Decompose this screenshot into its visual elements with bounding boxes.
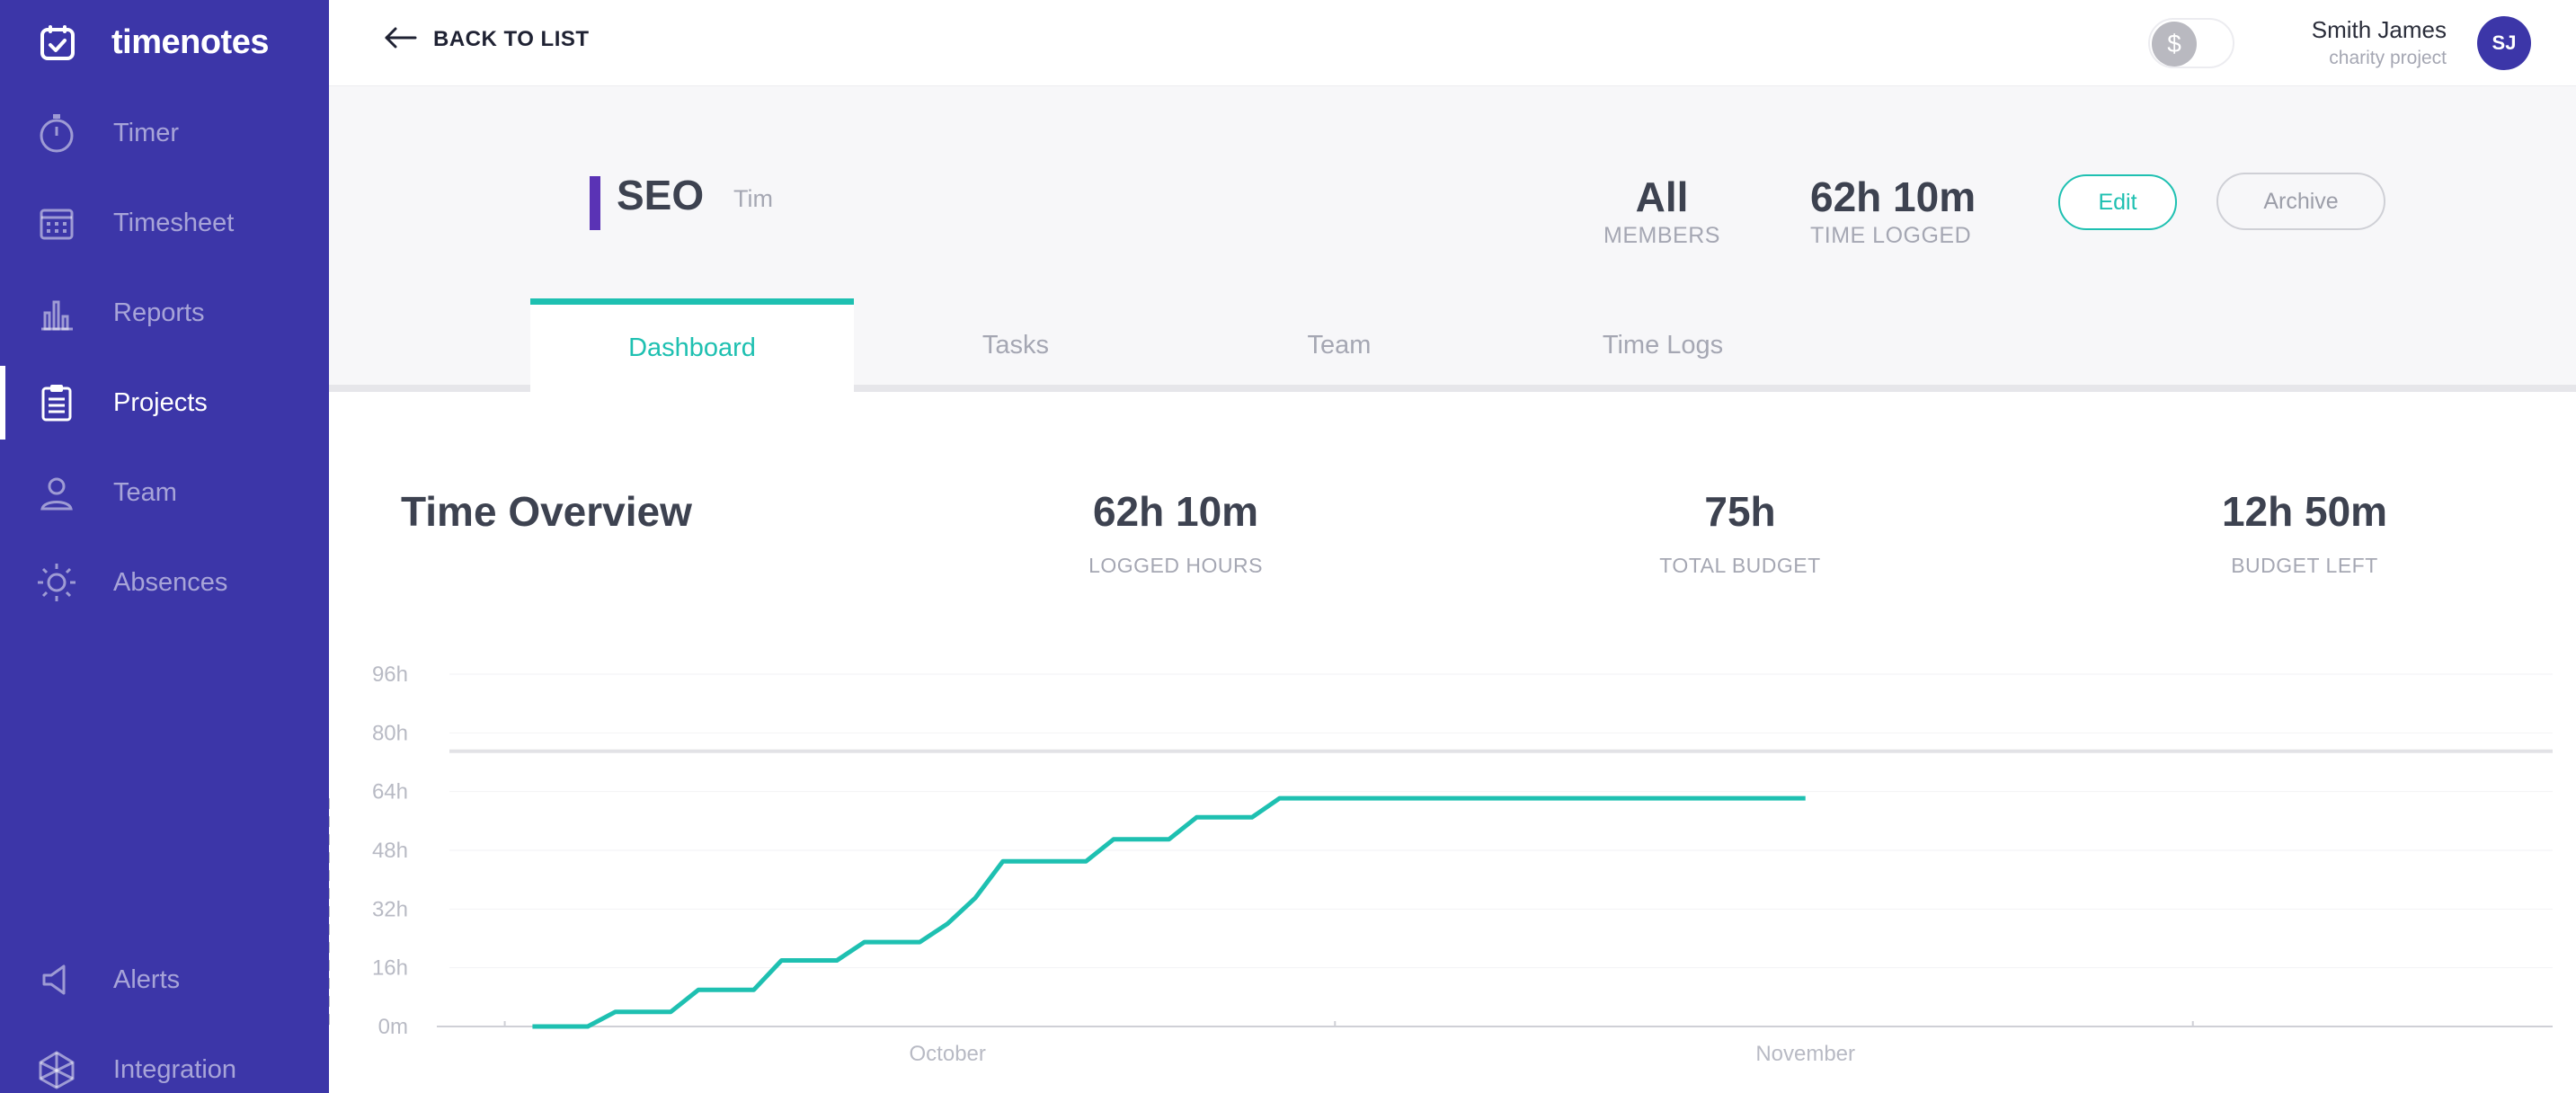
budget-left-value: 12h 50m [2221, 488, 2388, 535]
y-tick-label: 64h [372, 780, 408, 804]
tab-tasks[interactable]: Tasks [982, 330, 1050, 360]
sidebar-item-projects[interactable]: Projects [0, 366, 329, 440]
bar-chart-icon [36, 292, 77, 333]
dollar-icon: $ [2152, 22, 2197, 67]
calendar-check-icon [38, 22, 77, 62]
total-budget-metric: 75h TOTAL BUDGET [1560, 487, 1920, 578]
avatar[interactable]: SJ [2477, 16, 2531, 70]
archive-button[interactable]: Archive [2216, 173, 2385, 230]
project-color-marker [590, 176, 600, 230]
logged-hours-label: LOGGED HOURS [1088, 554, 1263, 577]
logged-hours-value: 62h 10m [1092, 488, 1259, 535]
billable-toggle[interactable]: $ [2148, 18, 2234, 68]
sidebar-item-timer[interactable]: Timer [0, 96, 329, 170]
sidebar-item-label: Alerts [113, 964, 181, 994]
y-tick-label: 32h [372, 897, 408, 921]
sun-icon [36, 562, 77, 603]
tabs-underline [329, 385, 2576, 392]
sidebar-item-absences[interactable]: Absences [0, 546, 329, 619]
y-tick-label: 48h [372, 839, 408, 863]
members-value: All [1635, 173, 1689, 220]
sidebar-item-integration[interactable]: Integration [0, 1033, 329, 1093]
y-tick-label: 96h [372, 662, 408, 687]
logged-hours-line [532, 795, 1806, 1029]
arrow-left-icon [383, 24, 419, 56]
time-overview-chart: 0m 16h 32h 48h 64h 80h 96h October November [329, 662, 2553, 1066]
brand[interactable]: timenotes [38, 20, 269, 65]
time-logged-value: 62h 10m [1810, 173, 1976, 220]
budget-left-label: BUDGET LEFT [2231, 554, 2378, 577]
sidebar-item-label: Timesheet [113, 208, 235, 237]
y-tick-label: 16h [372, 956, 408, 981]
top-bar: BACK TO LIST $ Smith James charity proje… [329, 0, 2576, 86]
user-name: Smith James [2311, 16, 2447, 43]
x-tick-label: October [910, 1042, 986, 1066]
stopwatch-icon [36, 112, 77, 154]
time-logged-label: TIME LOGGED [1810, 223, 1972, 248]
sidebar-item-label: Projects [113, 387, 208, 417]
logged-hours-metric: 62h 10m LOGGED HOURS [996, 487, 1355, 578]
x-tick-label: November [1755, 1042, 1855, 1066]
tab-team[interactable]: Team [1307, 330, 1372, 360]
user-workspace: charity project [2329, 48, 2447, 68]
user-info[interactable]: Smith James charity project [2312, 16, 2447, 69]
back-to-list-label: BACK TO LIST [433, 27, 590, 51]
project-client: Tim [733, 185, 773, 212]
sidebar: timenotes Timer Timesheet Reports Projec… [0, 0, 329, 1093]
sidebar-item-timesheet[interactable]: Timesheet [0, 186, 329, 260]
budget-left-metric: 12h 50m BUDGET LEFT [2125, 487, 2484, 578]
sidebar-item-label: Integration [113, 1054, 237, 1084]
back-to-list-button[interactable]: BACK TO LIST [383, 22, 590, 58]
sidebar-item-team[interactable]: Team [0, 456, 329, 529]
tab-time-logs[interactable]: Time Logs [1602, 330, 1724, 360]
total-budget-label: TOTAL BUDGET [1659, 554, 1821, 577]
total-budget-value: 75h [1704, 488, 1776, 535]
integration-icon [36, 1049, 77, 1090]
members-label: MEMBERS [1603, 223, 1720, 248]
tab-dashboard[interactable]: Dashboard [530, 298, 854, 392]
person-icon [36, 472, 77, 513]
overview-title: Time Overview [401, 488, 692, 535]
edit-button[interactable]: Edit [2058, 174, 2177, 230]
brand-name: timenotes [111, 22, 269, 61]
sidebar-item-label: Timer [113, 118, 180, 147]
calendar-icon [36, 202, 77, 244]
sidebar-item-label: Reports [113, 298, 205, 327]
sidebar-item-reports[interactable]: Reports [0, 276, 329, 350]
y-tick-label: 0m [378, 1015, 408, 1039]
time-logged-stat: 62h 10m TIME LOGGED [1810, 173, 1990, 249]
sidebar-item-alerts[interactable]: Alerts [0, 943, 329, 1017]
project-name: SEO [617, 172, 705, 218]
clipboard-icon [36, 382, 77, 423]
members-stat: All MEMBERS [1589, 173, 1735, 249]
y-tick-label: 80h [372, 721, 408, 745]
megaphone-icon [36, 959, 77, 1000]
sidebar-item-label: Team [113, 477, 177, 507]
sidebar-item-label: Absences [113, 567, 228, 597]
dashboard-panel: Time Overview 62h 10m LOGGED HOURS 75h T… [329, 392, 2576, 1093]
